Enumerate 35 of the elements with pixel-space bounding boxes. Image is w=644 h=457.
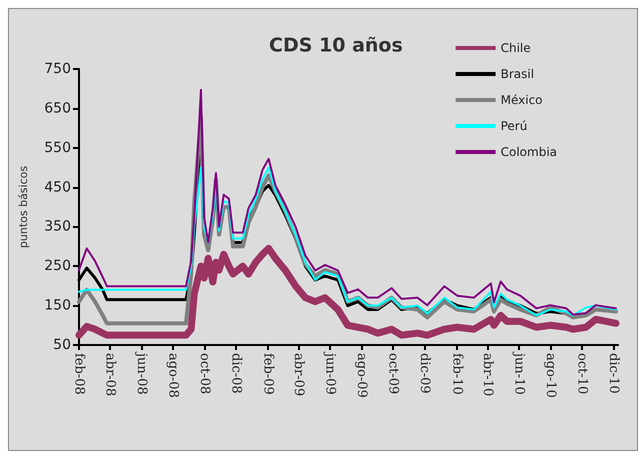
x-tick-label: ago-10 (542, 353, 558, 398)
x-tick-label: oct-08 (197, 353, 212, 394)
x-tick-label: oct-09 (386, 353, 401, 394)
x-tick-label: jun-09 (322, 351, 338, 395)
y-tick-label: 250 (44, 258, 71, 274)
x-tick-label: ago-09 (354, 353, 370, 398)
x-tick-label: dic-09 (417, 353, 432, 394)
x-tick-label: abr-09 (291, 353, 306, 396)
y-tick-label: 50 (53, 337, 71, 353)
x-tick-label: abr-08 (102, 353, 118, 396)
y-tick-label: 350 (44, 218, 71, 235)
x-tick-label: dic-10 (606, 353, 621, 394)
y-tick-label: 650 (44, 100, 71, 116)
x-tick-label: oct-10 (574, 353, 590, 394)
legend-label: Perú (500, 119, 528, 133)
y-tick-label: 750 (44, 61, 71, 77)
x-tick-label: dic-08 (228, 353, 244, 394)
y-axis-title: puntos básicos (17, 166, 30, 248)
line-series (78, 88, 617, 316)
legend-label: México (500, 93, 543, 107)
y-tick-label: 550 (44, 140, 71, 156)
line-series (78, 166, 617, 316)
y-tick-label: 150 (44, 298, 71, 314)
legend-label: Colombia (500, 145, 557, 159)
x-tick-label: feb-09 (260, 353, 276, 395)
x-tick-label: feb-10 (449, 353, 464, 395)
x-tick-label: jun-10 (511, 351, 526, 395)
x-tick-label: feb-08 (72, 353, 86, 395)
legend-label: Brasil (500, 67, 534, 81)
legend-label: Chile (500, 41, 531, 55)
x-tick-label: ago-08 (166, 353, 181, 398)
chart-title: CDS 10 años (269, 34, 403, 56)
y-tick-label: 450 (44, 179, 71, 196)
x-tick-label: abr-10 (480, 353, 495, 396)
x-tick-label: jun-08 (134, 351, 150, 395)
